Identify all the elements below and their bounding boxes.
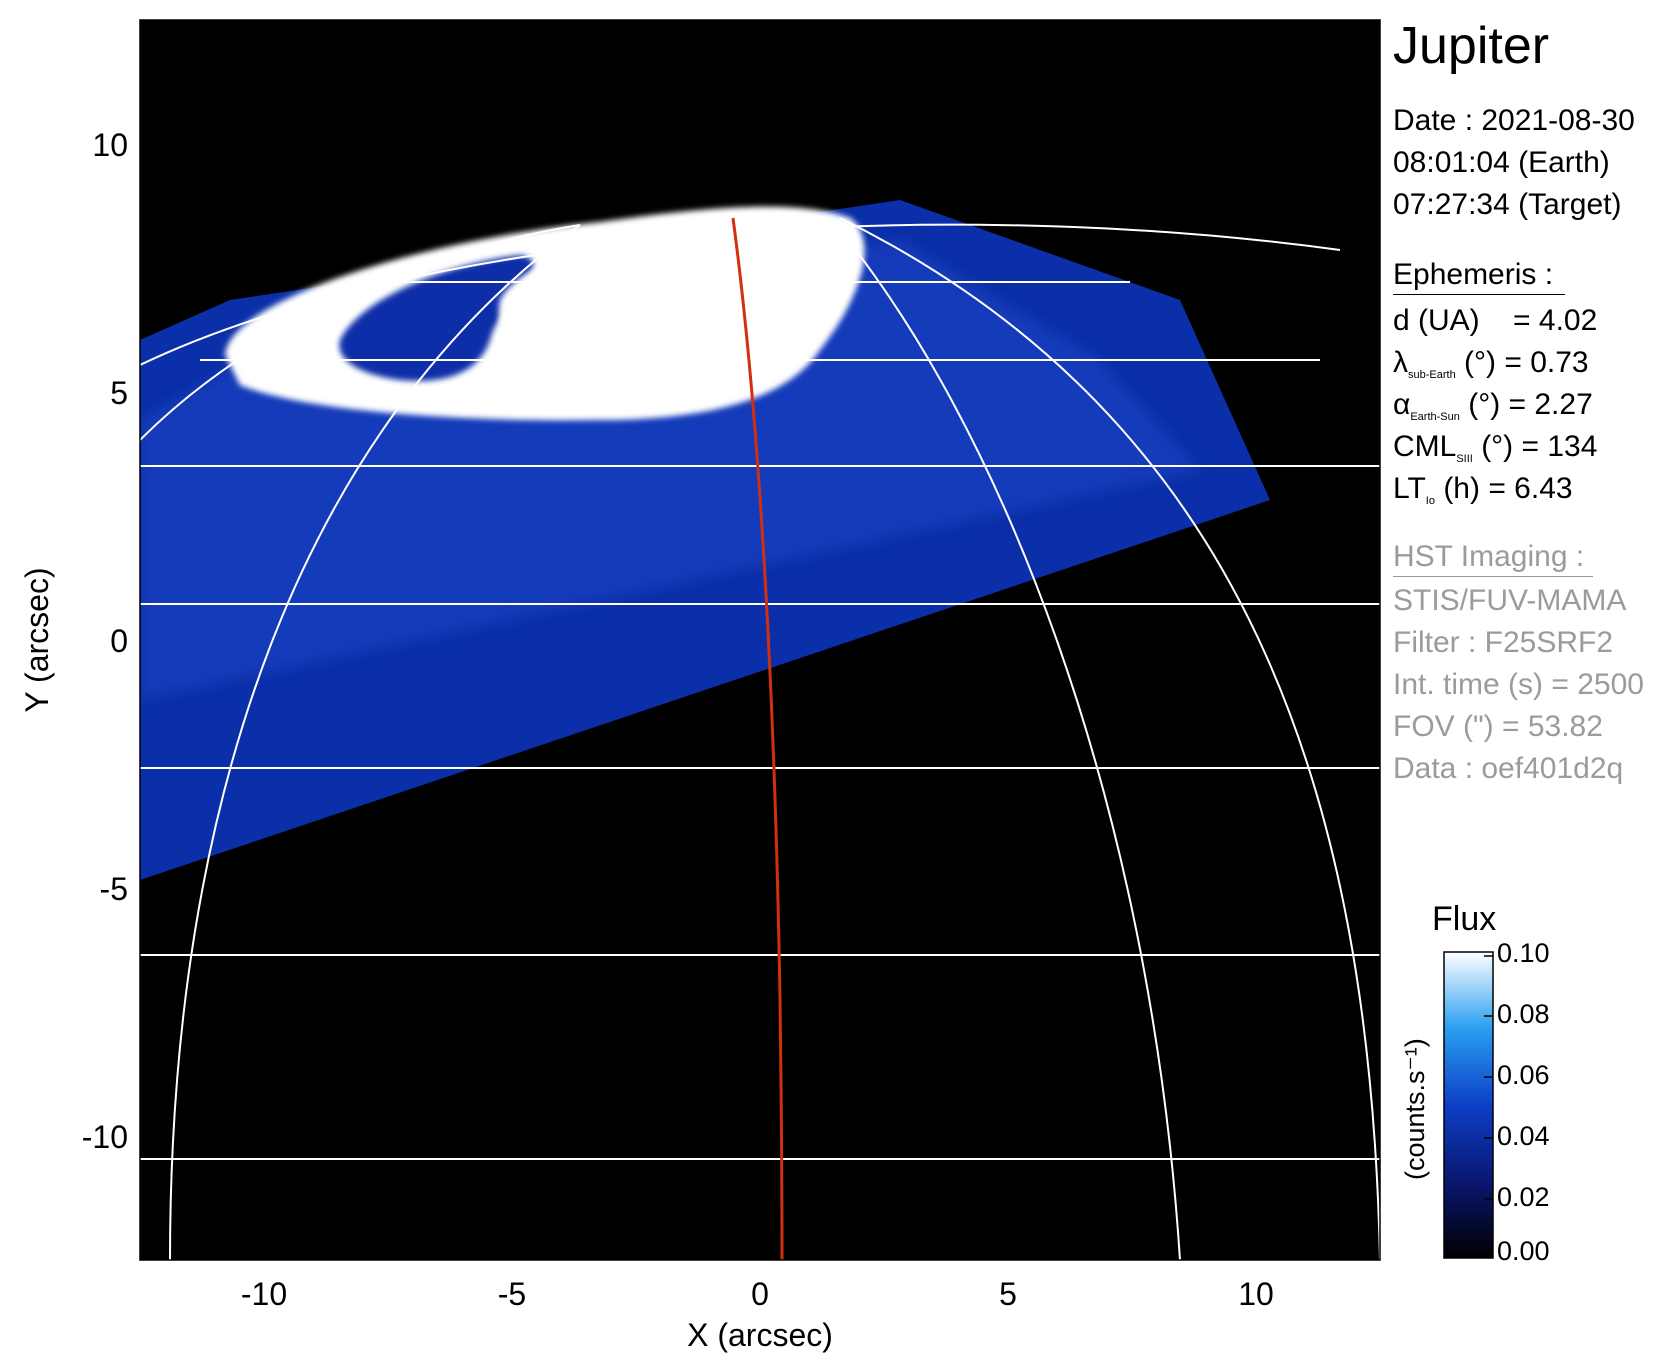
auroral-oval-inner-gap: [339, 255, 534, 381]
x-tick: 5: [999, 1276, 1017, 1312]
latitude-grid: [140, 223, 1380, 1160]
y-axis-label: Y (arcsec): [19, 567, 55, 712]
fov-line: FOV (") = 53.82: [1393, 710, 1603, 743]
time-target: 07:27:34 (Target): [1393, 188, 1622, 221]
lambda-symbol: λ: [1393, 346, 1408, 379]
colorbar-tick-label: 0.00: [1497, 1236, 1550, 1266]
time-earth: 08:01:04 (Earth): [1393, 146, 1610, 179]
lt-subscript: Io: [1425, 495, 1435, 507]
hst-header: HST Imaging :: [1393, 540, 1585, 573]
hst-underline: [1393, 576, 1593, 577]
ephemeris-underline: [1393, 294, 1565, 295]
distance-value: = 4.02: [1513, 304, 1598, 337]
y-tick: 5: [110, 375, 128, 411]
colorbar-tick-label: 0.04: [1497, 1121, 1550, 1151]
cml-subscript: SIII: [1456, 453, 1473, 465]
x-tick: 10: [1238, 1276, 1274, 1312]
x-axis-label: X (arcsec): [687, 1317, 833, 1353]
colorbar-tick-label: 0.08: [1497, 999, 1550, 1029]
plot-frame: [139, 19, 1381, 1261]
longitude-grid: [140, 217, 1380, 1260]
colorbar-unit-label: (counts.s⁻¹): [1400, 1038, 1430, 1180]
image-content: [140, 200, 1380, 1260]
alpha-value: (°) = 2.27: [1459, 388, 1593, 421]
colorbar-tick-label: 0.06: [1497, 1060, 1550, 1090]
alpha-symbol: α: [1393, 388, 1411, 421]
distance-label: d (UA): [1393, 304, 1480, 337]
int-time-line: Int. time (s) = 2500: [1393, 668, 1644, 701]
colorbar-tick-label: 0.02: [1497, 1182, 1550, 1212]
ephemeris-header: Ephemeris :: [1393, 258, 1554, 291]
cml-symbol: CML: [1393, 430, 1457, 463]
x-tick: -10: [241, 1276, 287, 1312]
info-panel: Jupiter Date : 2021-08-30 08:01:04 (Eart…: [1393, 0, 1676, 1367]
x-tick: 0: [751, 1276, 769, 1312]
distance-line: d (UA) = 4.02: [1393, 304, 1597, 338]
x-tick: -5: [498, 1276, 526, 1312]
central-meridian-trace: [731, 217, 784, 1260]
cml-line: CMLSIII (°) = 134: [1393, 430, 1597, 476]
lambda-subscript: sub-Earth: [1408, 369, 1456, 381]
y-tick: -5: [100, 871, 128, 907]
lt-value: (h) = 6.43: [1434, 472, 1573, 505]
alpha-subscript: Earth-Sun: [1410, 411, 1460, 423]
lambda-line: λsub-Earth (°) = 0.73: [1393, 346, 1589, 392]
colorbar-ticks: [1484, 955, 1493, 1200]
filter-line: Filter : F25SRF2: [1393, 626, 1614, 659]
lt-symbol: LT: [1393, 472, 1426, 505]
date-line: Date : 2021-08-30: [1393, 104, 1635, 137]
colorbar: [1443, 951, 1494, 1259]
y-tick: -10: [82, 1119, 128, 1155]
lt-line: LTIo (h) = 6.43: [1393, 472, 1573, 518]
data-id-line: Data : oef401d2q: [1393, 752, 1624, 785]
planet-title: Jupiter: [1393, 17, 1550, 75]
colorbar-tick-label: 0.10: [1497, 938, 1550, 968]
cml-value: (°) = 134: [1472, 430, 1598, 463]
auroral-polar-glow: [499, 225, 826, 392]
lambda-value: (°) = 0.73: [1455, 346, 1589, 379]
colorbar-title: Flux: [1432, 900, 1497, 938]
y-tick: 0: [110, 623, 128, 659]
y-tick: 10: [92, 127, 128, 163]
alpha-line: αEarth-Sun (°) = 2.27: [1393, 388, 1593, 434]
instrument-line: STIS/FUV-MAMA: [1393, 584, 1627, 617]
